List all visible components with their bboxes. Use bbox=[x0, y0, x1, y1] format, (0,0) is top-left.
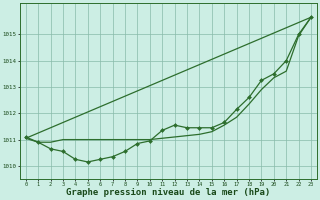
X-axis label: Graphe pression niveau de la mer (hPa): Graphe pression niveau de la mer (hPa) bbox=[66, 188, 270, 197]
